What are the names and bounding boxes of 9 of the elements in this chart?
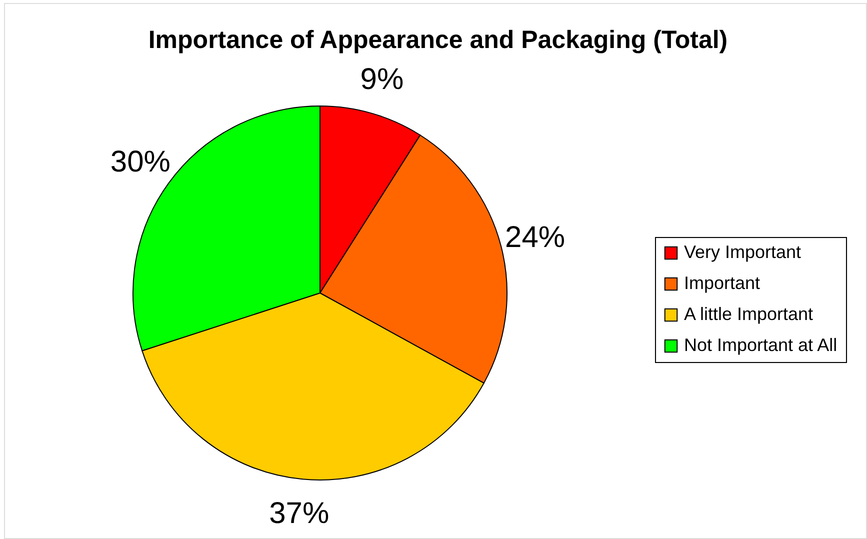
legend-label: Important [684,273,760,293]
data-label: 9% [360,62,404,96]
data-label: 37% [269,497,330,530]
legend-label: Very Important [684,242,802,262]
data-label: 24% [505,220,566,254]
chart-title: Importance of Appearance and Packaging (Total) [148,26,728,54]
legend-label: Not Important at All [684,335,838,355]
data-label: 30% [110,146,170,179]
legend-label: A little Important [684,304,814,324]
